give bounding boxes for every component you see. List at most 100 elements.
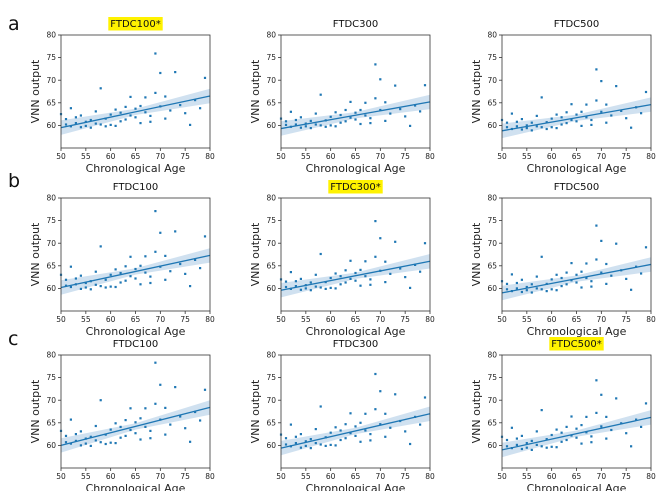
y-tick-label: 60 xyxy=(46,441,56,450)
y-tick-label: 60 xyxy=(487,441,497,450)
data-point xyxy=(525,289,528,292)
x-axis-label: Chronological Age xyxy=(527,162,627,175)
x-tick-label: 60 xyxy=(547,152,557,161)
panel-1: FTDC100* 50 55 60 65 70 75 80 60 65 70 75 80 Chronolo… xyxy=(29,17,215,175)
data-point xyxy=(139,438,142,441)
data-point xyxy=(94,122,97,125)
data-point xyxy=(605,282,608,285)
data-point xyxy=(349,116,352,119)
data-point xyxy=(89,126,92,129)
data-point xyxy=(64,118,68,121)
data-point xyxy=(620,109,623,112)
data-point xyxy=(600,110,603,113)
data-point xyxy=(515,120,518,123)
data-point xyxy=(379,108,382,112)
data-point xyxy=(384,412,387,415)
x-axis-label: Chronological Age xyxy=(86,482,186,491)
x-tick-label: 60 xyxy=(547,315,557,324)
data-point xyxy=(565,122,568,125)
data-point xyxy=(550,117,553,120)
data-point xyxy=(344,108,347,112)
x-tick-label: 70 xyxy=(156,315,166,324)
data-point xyxy=(545,446,548,449)
row-label-a: a xyxy=(8,13,20,35)
data-point xyxy=(334,111,337,114)
data-point xyxy=(129,255,132,258)
data-point xyxy=(575,113,578,116)
regression-line xyxy=(501,263,652,294)
data-point xyxy=(625,432,628,435)
y-tick-label: 80 xyxy=(266,351,276,360)
x-tick-label: 55 xyxy=(522,152,532,161)
x-tick-label: 80 xyxy=(205,472,215,481)
data-point xyxy=(199,107,202,110)
data-point xyxy=(129,407,132,410)
data-point xyxy=(124,118,127,121)
data-point xyxy=(104,442,107,446)
x-tick-label: 50 xyxy=(56,152,66,161)
regression-line xyxy=(280,101,431,130)
data-point xyxy=(615,85,618,88)
y-tick-label: 80 xyxy=(487,31,497,40)
data-point xyxy=(149,281,152,285)
data-point xyxy=(304,444,307,447)
data-point xyxy=(359,440,362,443)
y-axis-label: VNN output xyxy=(249,59,262,123)
x-tick-label: 70 xyxy=(156,152,166,161)
x-tick-label: 55 xyxy=(301,472,311,481)
data-point xyxy=(505,282,509,285)
data-point xyxy=(69,107,72,110)
data-point xyxy=(404,276,407,279)
data-point xyxy=(99,285,102,288)
data-point xyxy=(164,117,167,120)
data-point xyxy=(359,284,362,287)
data-point xyxy=(640,425,643,428)
data-point xyxy=(284,120,288,123)
data-point xyxy=(640,272,643,275)
data-point xyxy=(409,442,412,446)
data-point xyxy=(580,424,583,427)
data-point xyxy=(530,121,533,124)
panel-4: FTDC100 50 55 60 65 70 75 80 60 65 70 75 80 Chronolog… xyxy=(29,182,215,338)
x-tick-label: 65 xyxy=(131,472,141,481)
y-axis-label: VNN output xyxy=(470,222,483,286)
data-point xyxy=(374,372,377,376)
data-point xyxy=(605,262,608,266)
data-point xyxy=(289,271,292,274)
data-point xyxy=(535,430,538,433)
data-point xyxy=(194,258,197,261)
data-point xyxy=(560,440,563,443)
data-point xyxy=(79,444,82,447)
data-point xyxy=(600,80,603,83)
data-point xyxy=(344,437,347,440)
data-point xyxy=(199,267,202,270)
data-point xyxy=(354,271,357,275)
data-point xyxy=(525,442,528,445)
data-point xyxy=(189,123,192,126)
y-tick-label: 60 xyxy=(266,121,276,130)
data-point xyxy=(329,124,332,127)
x-tick-label: 70 xyxy=(597,152,607,161)
data-point xyxy=(570,262,573,265)
data-point xyxy=(314,273,317,276)
data-point xyxy=(644,90,648,94)
x-tick-label: 65 xyxy=(351,472,361,481)
x-tick-label: 80 xyxy=(205,152,215,161)
data-point xyxy=(294,280,297,283)
data-point xyxy=(139,283,142,286)
panel-6: FTDC500 50 55 60 65 70 75 80 60 65 70 75 80 Chronolog… xyxy=(470,182,656,338)
data-point xyxy=(324,444,327,447)
y-tick-label: 65 xyxy=(266,418,276,427)
panel-title: FTDC500 xyxy=(554,182,599,193)
data-point xyxy=(109,113,112,116)
x-tick-label: 70 xyxy=(376,472,386,481)
data-point xyxy=(644,246,648,249)
panel-2: FTDC300 50 55 60 65 70 75 80 60 65 70 75 80 Chronolog… xyxy=(249,19,435,175)
data-point xyxy=(590,118,593,122)
x-tick-label: 80 xyxy=(425,472,435,481)
data-point xyxy=(565,283,568,286)
data-point xyxy=(124,265,127,268)
data-point xyxy=(525,285,528,289)
data-point xyxy=(79,126,82,129)
y-tick-label: 60 xyxy=(266,284,276,293)
